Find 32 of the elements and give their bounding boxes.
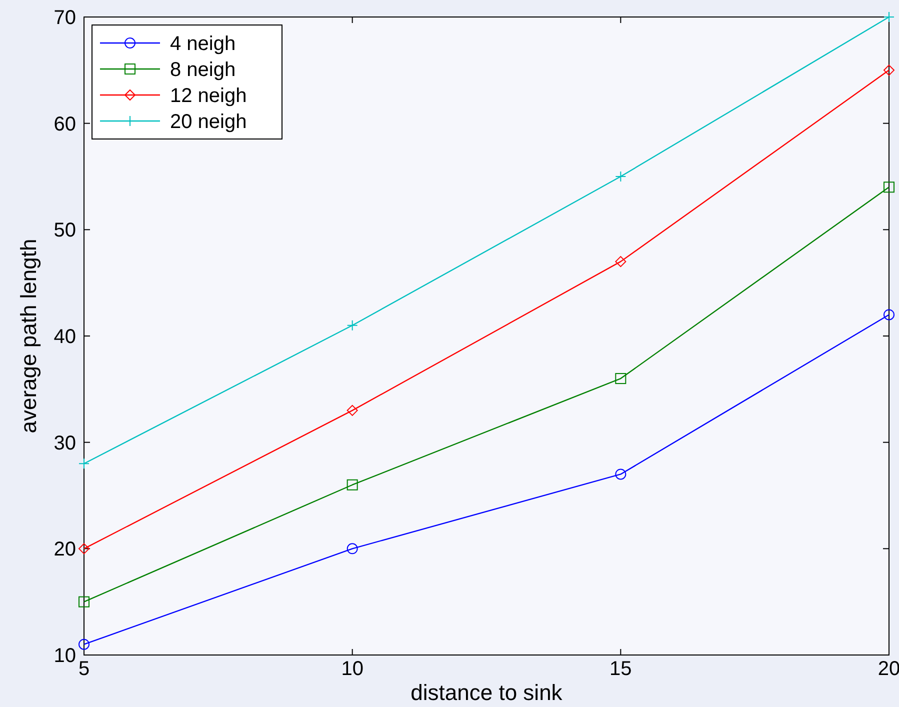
y-axis-title: average path length (16, 238, 41, 434)
point (615, 373, 626, 384)
point (884, 182, 894, 193)
point (615, 171, 626, 182)
y-tick-label: 50 (54, 220, 76, 242)
legend-label: 12 neigh (170, 85, 247, 107)
legend-label: 4 neigh (170, 33, 236, 55)
point (615, 468, 626, 480)
y-tick-label: 40 (54, 326, 76, 348)
x-tick-label: 15 (610, 658, 632, 680)
point (78, 638, 90, 650)
point (615, 256, 626, 268)
point (78, 596, 90, 608)
y-tick-label: 20 (54, 538, 76, 561)
point (884, 64, 894, 76)
point (884, 12, 894, 22)
x-axis-title: distance to sink (410, 680, 564, 705)
legend-label: 20 neigh (170, 111, 247, 133)
x-tick-label: 20 (878, 658, 899, 680)
legend-label: 8 neigh (170, 59, 236, 81)
point (78, 543, 90, 554)
point (884, 309, 894, 320)
point (346, 543, 358, 554)
x-tick-label: 5 (78, 658, 90, 680)
y-tick-label: 60 (54, 113, 76, 136)
x-tick-label: 10 (341, 658, 364, 680)
point (346, 404, 358, 416)
y-tick-label: 30 (54, 432, 76, 454)
point (346, 320, 358, 331)
point (78, 458, 90, 470)
point (346, 479, 358, 490)
y-tick-label: 70 (54, 7, 76, 29)
